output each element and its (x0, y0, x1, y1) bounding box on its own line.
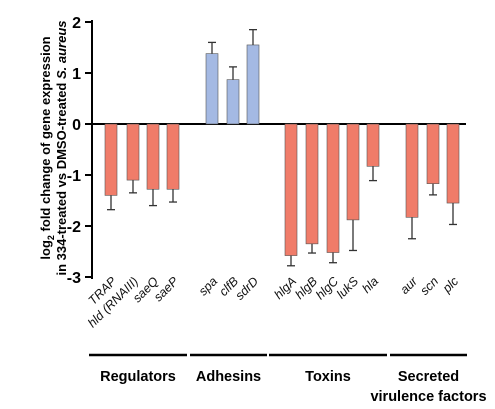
bar-spa (205, 53, 219, 125)
category-label: saeP (151, 274, 182, 305)
category-label: hla (359, 274, 381, 296)
bar-saep (166, 123, 180, 190)
bar-hla (366, 123, 380, 167)
group-label: Adhesins (196, 369, 261, 385)
bar-hlgc (326, 123, 340, 253)
group-label: Secreted (398, 369, 459, 385)
group-labels: Regulators Adhesins Toxins Secreted virulenc… (89, 353, 487, 405)
bar-trap (104, 123, 118, 196)
category-label: plc (439, 274, 461, 296)
y-tick-label: -2 (67, 219, 81, 236)
y-tick-label: -1 (67, 168, 81, 185)
y-axis-label-line1: log2 fold change of gene expression (38, 36, 56, 259)
bar-plc (446, 123, 460, 204)
y-tick-label: -3 (67, 270, 81, 287)
category-label: lukS (334, 274, 362, 302)
bar-saeq (146, 123, 160, 190)
category-label: aur (397, 274, 420, 297)
y-tick-label: 0 (72, 117, 81, 134)
bar-hlga (284, 123, 298, 256)
y-axis-label: log2 fold change of gene expression in 3… (38, 20, 69, 275)
bars (104, 44, 460, 256)
bar-scn (426, 123, 440, 184)
y-tick-label: 2 (72, 15, 81, 32)
group-label: Toxins (305, 369, 351, 385)
category-label: sdrD (233, 274, 262, 303)
category-label: hlgA (272, 274, 300, 302)
error-bars (107, 28, 457, 267)
bar-hlgb (305, 123, 319, 245)
y-axis-label-line2: in 334-treated vs DMSO-treated S. aureus (54, 20, 69, 275)
group-label-line2: virulence factors (370, 389, 486, 405)
bar-hld-rnaiii- (126, 123, 140, 181)
bar-aur (405, 123, 419, 218)
bar-sdrd (246, 44, 260, 125)
y-tick-label: 1 (72, 66, 81, 83)
category-label: scn (417, 274, 441, 298)
bar-luks (346, 123, 360, 221)
category-label: spa (196, 274, 220, 298)
category-label: hlgB (293, 274, 321, 302)
y-ticks: -3 -2 -1 0 1 2 (67, 15, 92, 287)
group-label: Regulators (100, 369, 176, 385)
bar-clfb (226, 79, 240, 125)
